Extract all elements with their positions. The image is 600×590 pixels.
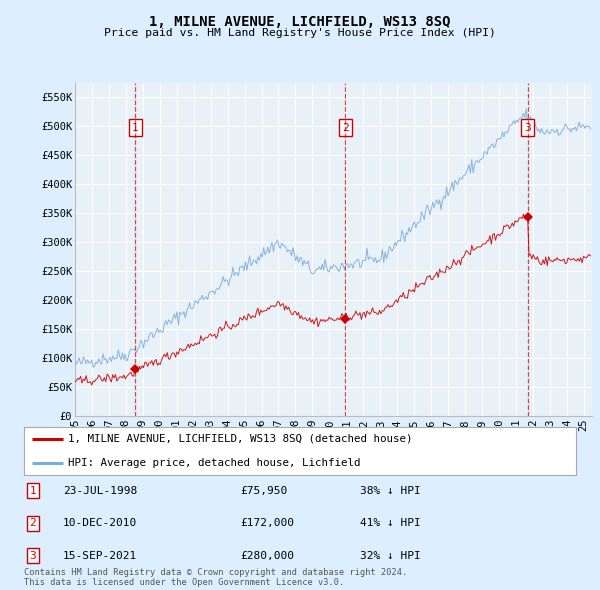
Text: 2: 2 <box>29 519 37 528</box>
Text: Contains HM Land Registry data © Crown copyright and database right 2024.
This d: Contains HM Land Registry data © Crown c… <box>24 568 407 587</box>
Text: £280,000: £280,000 <box>240 551 294 560</box>
Text: 10-DEC-2010: 10-DEC-2010 <box>63 519 137 528</box>
Text: 41% ↓ HPI: 41% ↓ HPI <box>360 519 421 528</box>
Text: Price paid vs. HM Land Registry's House Price Index (HPI): Price paid vs. HM Land Registry's House … <box>104 28 496 38</box>
Text: 1, MILNE AVENUE, LICHFIELD, WS13 8SQ (detached house): 1, MILNE AVENUE, LICHFIELD, WS13 8SQ (de… <box>68 434 413 444</box>
Text: 3: 3 <box>524 123 532 133</box>
Text: 1: 1 <box>132 123 139 133</box>
Text: 23-JUL-1998: 23-JUL-1998 <box>63 486 137 496</box>
Text: 1: 1 <box>29 486 37 496</box>
Text: £172,000: £172,000 <box>240 519 294 528</box>
Text: 1, MILNE AVENUE, LICHFIELD, WS13 8SQ: 1, MILNE AVENUE, LICHFIELD, WS13 8SQ <box>149 15 451 29</box>
Text: 38% ↓ HPI: 38% ↓ HPI <box>360 486 421 496</box>
Text: 3: 3 <box>29 551 37 560</box>
Text: HPI: Average price, detached house, Lichfield: HPI: Average price, detached house, Lich… <box>68 458 361 468</box>
Text: 15-SEP-2021: 15-SEP-2021 <box>63 551 137 560</box>
Text: £75,950: £75,950 <box>240 486 287 496</box>
Text: 32% ↓ HPI: 32% ↓ HPI <box>360 551 421 560</box>
Text: 2: 2 <box>342 123 349 133</box>
